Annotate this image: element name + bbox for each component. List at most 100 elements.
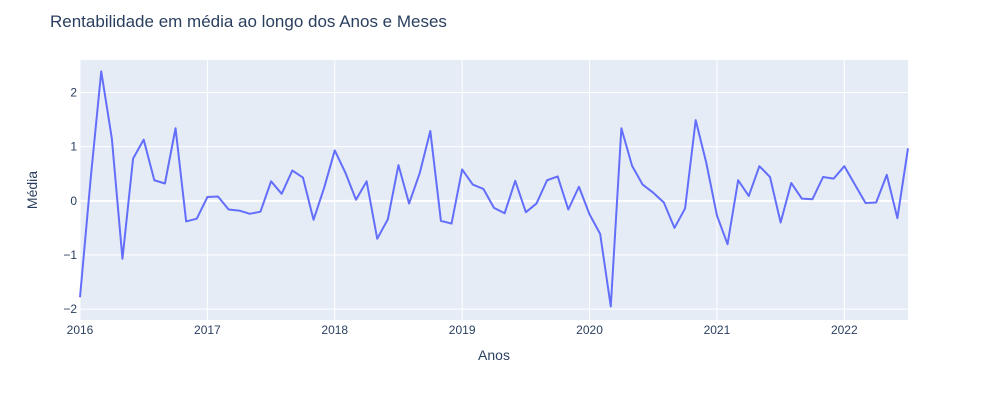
data-point[interactable] — [756, 163, 762, 169]
chart-title: Rentabilidade em média ao longo dos Anos… — [50, 12, 447, 31]
data-point[interactable] — [788, 180, 794, 186]
data-point[interactable] — [470, 182, 476, 188]
data-point[interactable] — [576, 184, 582, 190]
data-point[interactable] — [502, 210, 508, 216]
y-tick-label: −1 — [63, 248, 77, 262]
data-point[interactable] — [438, 218, 444, 224]
y-tick-label: 1 — [70, 140, 77, 154]
data-point[interactable] — [661, 199, 667, 205]
data-point[interactable] — [183, 218, 189, 224]
data-point[interactable] — [395, 162, 401, 168]
data-point[interactable] — [289, 168, 295, 174]
data-point[interactable] — [863, 200, 869, 206]
data-point[interactable] — [215, 194, 221, 200]
data-point[interactable] — [873, 199, 879, 205]
data-point[interactable] — [767, 174, 773, 180]
data-point[interactable] — [629, 163, 635, 169]
data-point[interactable] — [364, 178, 370, 184]
series-layer — [77, 68, 911, 309]
data-point[interactable] — [905, 145, 911, 151]
x-tick-label: 2020 — [576, 323, 603, 337]
data-point[interactable] — [406, 201, 412, 207]
data-point[interactable] — [512, 178, 518, 184]
data-point[interactable] — [884, 172, 890, 178]
data-point[interactable] — [141, 137, 147, 143]
data-point[interactable] — [374, 236, 380, 242]
x-tick-label: 2017 — [194, 323, 221, 337]
data-point[interactable] — [693, 117, 699, 123]
data-point[interactable] — [682, 205, 688, 211]
x-tick-label: 2022 — [831, 323, 858, 337]
y-axis-title: Média — [24, 171, 40, 209]
data-point[interactable] — [650, 190, 656, 196]
y-axis-ticks: −2 −1 0 1 2 — [63, 86, 77, 317]
data-point[interactable] — [480, 186, 486, 192]
x-tick-label: 2018 — [321, 323, 348, 337]
x-axis-ticks: 2016 2017 2018 2019 2020 2021 2022 — [67, 323, 858, 337]
data-point[interactable] — [555, 173, 561, 179]
data-point[interactable] — [778, 220, 784, 226]
data-point[interactable] — [342, 170, 348, 176]
grid — [79, 60, 908, 320]
data-point[interactable] — [587, 211, 593, 217]
data-point[interactable] — [841, 163, 847, 169]
data-point[interactable] — [300, 175, 306, 181]
y-tick-label: 2 — [70, 86, 77, 100]
data-point[interactable] — [671, 225, 677, 231]
data-point[interactable] — [597, 231, 603, 237]
data-point[interactable] — [321, 185, 327, 191]
data-point[interactable] — [565, 207, 571, 213]
data-point[interactable] — [88, 176, 94, 182]
data-point[interactable] — [852, 182, 858, 188]
y-tick-label: −2 — [63, 302, 77, 316]
y-tick-label: 0 — [70, 194, 77, 208]
data-point[interactable] — [162, 181, 168, 187]
data-point[interactable] — [714, 212, 720, 218]
data-point[interactable] — [491, 205, 497, 211]
data-point[interactable] — [77, 294, 83, 300]
data-point[interactable] — [809, 196, 815, 202]
data-point[interactable] — [523, 209, 529, 215]
data-point[interactable] — [236, 208, 242, 214]
data-point[interactable] — [449, 221, 455, 227]
data-point[interactable] — [353, 197, 359, 203]
data-point[interactable] — [618, 125, 624, 131]
data-point[interactable] — [98, 68, 104, 74]
data-point[interactable] — [385, 216, 391, 222]
data-point[interactable] — [735, 177, 741, 183]
data-point[interactable] — [799, 196, 805, 202]
data-point[interactable] — [533, 201, 539, 207]
data-point[interactable] — [608, 303, 614, 309]
data-point[interactable] — [746, 193, 752, 199]
data-point[interactable] — [332, 147, 338, 153]
data-point[interactable] — [204, 194, 210, 200]
data-point[interactable] — [109, 136, 115, 142]
data-point[interactable] — [268, 178, 274, 184]
data-point[interactable] — [119, 256, 125, 262]
x-tick-label: 2016 — [67, 323, 94, 337]
data-point[interactable] — [226, 207, 232, 213]
data-point[interactable] — [831, 176, 837, 182]
data-point[interactable] — [544, 177, 550, 183]
data-point[interactable] — [130, 156, 136, 162]
data-point[interactable] — [311, 217, 317, 223]
data-point[interactable] — [151, 177, 157, 183]
data-point[interactable] — [247, 211, 253, 217]
data-point[interactable] — [703, 160, 709, 166]
data-point[interactable] — [459, 166, 465, 172]
data-point[interactable] — [194, 216, 200, 222]
data-point[interactable] — [820, 174, 826, 180]
data-point[interactable] — [427, 128, 433, 134]
data-point[interactable] — [417, 170, 423, 176]
data-point[interactable] — [257, 209, 263, 215]
data-point[interactable] — [640, 182, 646, 188]
data-point[interactable] — [173, 125, 179, 131]
series-line[interactable] — [79, 70, 909, 308]
data-point[interactable] — [894, 215, 900, 221]
x-tick-label: 2021 — [704, 323, 731, 337]
data-point[interactable] — [725, 241, 731, 247]
x-tick-label: 2019 — [449, 323, 476, 337]
data-point[interactable] — [279, 191, 285, 197]
plot-area[interactable] — [80, 60, 908, 320]
